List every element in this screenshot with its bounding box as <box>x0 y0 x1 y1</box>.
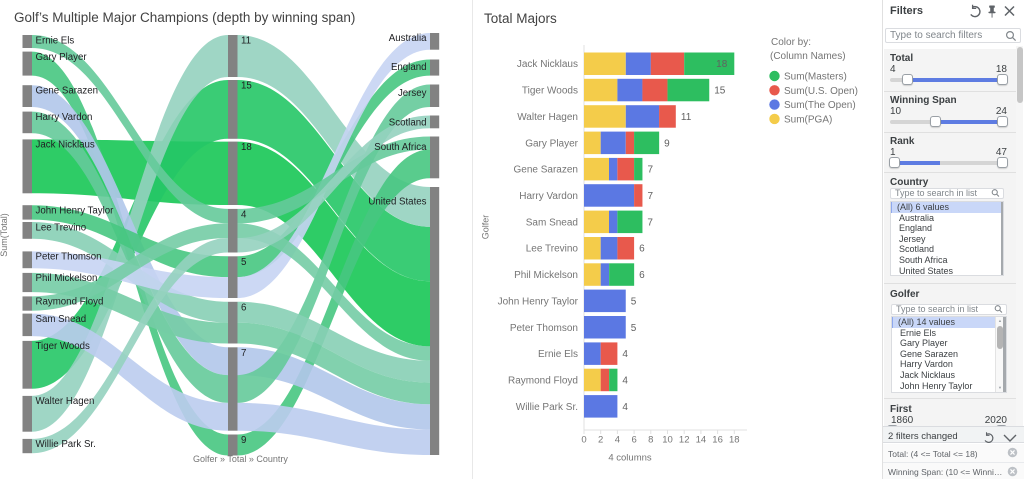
svg-text:Lee Trevino: Lee Trevino <box>36 222 87 233</box>
svg-text:2: 2 <box>598 435 603 446</box>
svg-text:Ernie Els: Ernie Els <box>36 35 75 46</box>
svg-text:Gene Sarazen: Gene Sarazen <box>36 86 98 97</box>
svg-text:15: 15 <box>241 81 252 92</box>
svg-text:(Column Names): (Column Names) <box>770 51 846 62</box>
svg-text:Raymond Floyd: Raymond Floyd <box>36 297 104 308</box>
svg-text:14: 14 <box>696 435 707 446</box>
svg-text:Peter Thomson: Peter Thomson <box>36 252 102 263</box>
svg-text:6: 6 <box>631 435 636 446</box>
svg-text:Phil Mickelson: Phil Mickelson <box>36 273 98 284</box>
svg-text:4: 4 <box>622 376 628 387</box>
svg-text:10: 10 <box>662 435 673 446</box>
svg-text:Sam Snead: Sam Snead <box>36 314 87 325</box>
svg-text:18: 18 <box>241 142 252 153</box>
svg-text:6: 6 <box>639 270 645 281</box>
svg-text:Sam Snead: Sam Snead <box>526 217 578 228</box>
svg-text:7: 7 <box>648 165 654 176</box>
svg-text:Jack Nicklaus: Jack Nicklaus <box>36 140 95 151</box>
svg-text:John Henry Taylor: John Henry Taylor <box>36 206 115 217</box>
svg-text:Sum(Masters): Sum(Masters) <box>784 72 847 83</box>
svg-text:11: 11 <box>241 36 251 47</box>
svg-text:6: 6 <box>639 244 645 255</box>
svg-text:16: 16 <box>712 435 723 446</box>
svg-text:Raymond Floyd: Raymond Floyd <box>508 376 578 387</box>
svg-text:18: 18 <box>729 435 740 446</box>
svg-text:Lee Trevino: Lee Trevino <box>526 244 579 255</box>
svg-text:12: 12 <box>679 435 690 446</box>
svg-text:4 columns: 4 columns <box>608 453 652 464</box>
svg-text:England: England <box>391 62 427 73</box>
svg-text:Sum(PGA): Sum(PGA) <box>784 114 832 125</box>
svg-text:Jersey: Jersey <box>398 88 427 99</box>
svg-text:15: 15 <box>714 86 726 97</box>
svg-text:Willie Park Sr.: Willie Park Sr. <box>516 402 578 413</box>
svg-text:Walter Hagen: Walter Hagen <box>517 112 578 123</box>
svg-text:Tiger Woods: Tiger Woods <box>522 86 578 97</box>
svg-text:South Africa: South Africa <box>374 142 427 153</box>
svg-text:Gary Player: Gary Player <box>525 138 578 149</box>
svg-text:Jack Nicklaus: Jack Nicklaus <box>517 59 578 70</box>
svg-text:11: 11 <box>681 112 692 123</box>
svg-text:9: 9 <box>664 138 670 149</box>
svg-text:Sum(U.S. Open): Sum(U.S. Open) <box>784 86 858 97</box>
svg-text:7: 7 <box>647 217 653 228</box>
svg-text:John Henry Taylor: John Henry Taylor <box>498 296 579 307</box>
svg-text:7: 7 <box>648 191 654 202</box>
svg-text:Phil Mickelson: Phil Mickelson <box>514 270 578 281</box>
svg-text:0: 0 <box>581 435 586 446</box>
svg-text:Ernie Els: Ernie Els <box>538 349 578 360</box>
svg-text:4: 4 <box>622 402 628 413</box>
svg-text:18: 18 <box>716 59 728 70</box>
svg-text:Gary Player: Gary Player <box>36 52 88 63</box>
svg-text:Walter Hagen: Walter Hagen <box>36 396 95 407</box>
svg-text:5: 5 <box>241 257 246 268</box>
svg-text:4: 4 <box>241 209 247 220</box>
svg-text:Scotland: Scotland <box>389 118 427 129</box>
svg-text:Harry Vardon: Harry Vardon <box>519 191 578 202</box>
svg-text:Australia: Australia <box>389 33 427 44</box>
svg-text:9: 9 <box>241 435 246 446</box>
svg-text:5: 5 <box>631 323 637 334</box>
svg-text:4: 4 <box>622 349 628 360</box>
svg-text:Harry Vardon: Harry Vardon <box>36 112 93 123</box>
svg-text:5: 5 <box>631 296 637 307</box>
svg-text:8: 8 <box>648 435 653 446</box>
svg-text:4: 4 <box>615 435 620 446</box>
svg-text:6: 6 <box>241 302 246 313</box>
svg-text:Tiger Woods: Tiger Woods <box>36 341 91 352</box>
svg-text:Sum(The Open): Sum(The Open) <box>784 100 856 111</box>
svg-text:Willie Park Sr.: Willie Park Sr. <box>36 439 96 450</box>
svg-text:Color by:: Color by: <box>771 37 811 48</box>
svg-text:7: 7 <box>241 348 246 359</box>
svg-text:Peter Thomson: Peter Thomson <box>510 323 578 334</box>
svg-text:Gene Sarazen: Gene Sarazen <box>514 165 579 176</box>
svg-text:United States: United States <box>368 197 426 208</box>
